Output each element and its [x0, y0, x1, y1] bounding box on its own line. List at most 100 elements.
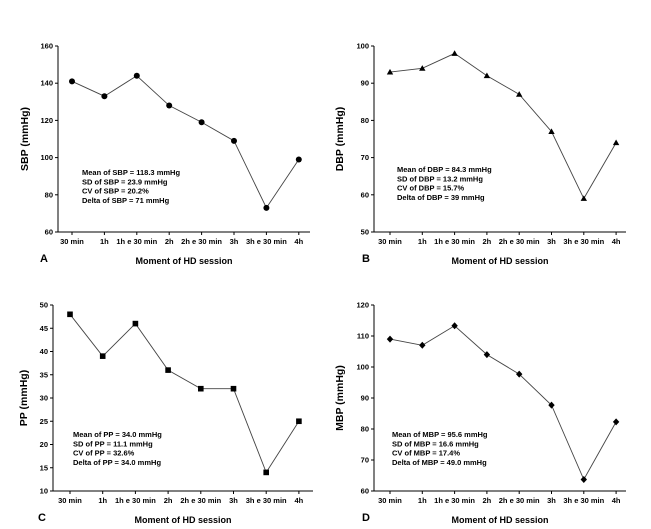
- data-point: [386, 335, 394, 343]
- y-axis-title: DBP (mmHg): [334, 107, 346, 172]
- stats-annotation: SD of PP = 11.1 mmHg: [73, 439, 153, 448]
- data-point: [548, 128, 555, 134]
- stats-annotation: SD of SBP = 23.9 mmHg: [82, 177, 168, 186]
- data-point: [580, 476, 587, 484]
- x-tick-label: 3h: [547, 496, 556, 505]
- data-point: [451, 50, 458, 56]
- x-tick-label: 30 min: [378, 237, 402, 246]
- data-point: [580, 195, 587, 201]
- x-tick-label: 1h e 30 min: [115, 496, 156, 505]
- data-point: [419, 65, 426, 71]
- stats-annotation: Mean of SBP = 118.3 mmHg: [82, 168, 180, 177]
- stats-annotation: Mean of PP = 34.0 mmHg: [73, 430, 162, 439]
- x-tick-label: 1h: [98, 496, 107, 505]
- chart-panel-a: 60 80 100 120 140 160 30 min 1h 1h e 30 min 2h 2h …: [19, 42, 310, 266]
- x-tick-label: 3h: [547, 237, 556, 246]
- x-tick-label: 2h e 30 min: [499, 496, 540, 505]
- y-tick-label: 140: [40, 79, 53, 88]
- x-tick-label: 1h: [418, 237, 427, 246]
- x-tick-label: 30 min: [378, 496, 402, 505]
- chart-panel-d: 60 70 80 90 100 110 120 30 min 1h 1h e 30 min 2h 2h…: [334, 301, 626, 525]
- x-tick-label: 3h e 30 min: [246, 496, 287, 505]
- y-tick-label: 50: [40, 301, 48, 310]
- x-tick-label: 30 min: [60, 237, 84, 246]
- x-axis-title: Moment of HD session: [134, 515, 231, 525]
- x-tick-label: 2h: [483, 496, 492, 505]
- data-point: [296, 418, 302, 425]
- stats-annotation: Delta of SBP = 71 mmHg: [82, 196, 170, 205]
- x-tick-label: 4h: [294, 237, 303, 246]
- x-tick-label: 1h e 30 min: [434, 237, 475, 246]
- data-point: [612, 139, 620, 146]
- x-tick-label: 2h e 30 min: [499, 237, 540, 246]
- stats-annotation: SD of MBP = 16.6 mmHg: [392, 439, 479, 448]
- data-point: [516, 370, 523, 378]
- data-point: [69, 78, 75, 85]
- data-point: [263, 469, 269, 476]
- y-tick-label: 90: [361, 394, 369, 403]
- stats-annotation: CV of DBP = 15.7%: [397, 184, 465, 193]
- series-line: [69, 314, 300, 474]
- y-tick-label: 110: [357, 332, 369, 341]
- x-tick-label: 1h: [100, 237, 109, 246]
- stats-annotation: Mean of MBP = 95.6 mmHg: [392, 430, 488, 439]
- stats-annotation: CV of PP = 32.6%: [73, 449, 135, 458]
- stats-annotation: Delta of DBP = 39 mmHg: [397, 193, 485, 202]
- y-tick-label: 120: [356, 301, 369, 310]
- x-tick-label: 2h e 30 min: [180, 496, 221, 505]
- stats-annotation: CV of SBP = 20.2%: [82, 187, 149, 196]
- series-line: [389, 52, 617, 200]
- y-tick-label: 90: [361, 79, 369, 88]
- y-tick-label: 20: [40, 440, 48, 449]
- y-tick-label: 100: [40, 153, 53, 162]
- data-point: [230, 385, 237, 392]
- y-tick-label: 30: [40, 394, 48, 403]
- x-tick-label: 4h: [612, 496, 621, 505]
- data-point: [133, 72, 140, 79]
- y-tick-label: 25: [40, 417, 48, 426]
- stats-annotation: Delta of PP = 34.0 mmHg: [73, 458, 161, 467]
- y-tick-label: 100: [356, 42, 369, 51]
- y-tick-label: 80: [361, 116, 369, 125]
- data-point: [451, 322, 458, 330]
- data-point: [548, 401, 555, 409]
- x-tick-label: 3h e 30 min: [246, 237, 287, 246]
- x-tick-label: 3h e 30 min: [563, 237, 604, 246]
- data-point: [198, 119, 205, 126]
- y-axis-title: SBP (mmHg): [19, 107, 31, 171]
- y-tick-label: 80: [361, 425, 369, 434]
- chart-panel-b: 50 60 70 80 90 100 30 min 1h 1h e 30 min 2h 2h e 3…: [334, 42, 626, 266]
- panel-label: D: [362, 512, 370, 524]
- y-tick-label: 60: [361, 190, 369, 199]
- stats-annotation: SD of DBP = 13.2 mmHg: [397, 174, 483, 183]
- data-point: [386, 68, 394, 75]
- stats-annotation: CV of MBP = 17.4%: [392, 449, 460, 458]
- x-tick-label: 2h e 30 min: [181, 237, 222, 246]
- data-point: [263, 204, 270, 211]
- x-axis-title: Moment of HD session: [451, 256, 548, 266]
- x-axis-title: Moment of HD session: [451, 515, 548, 525]
- y-tick-label: 60: [45, 228, 53, 237]
- x-tick-label: 1h: [418, 496, 427, 505]
- x-axis-title: Moment of HD session: [135, 256, 232, 266]
- data-point: [198, 385, 204, 392]
- x-tick-label: 3h: [229, 496, 238, 505]
- data-point: [516, 91, 523, 97]
- y-tick-label: 10: [40, 487, 48, 496]
- x-tick-label: 1h e 30 min: [434, 496, 475, 505]
- x-tick-label: 2h: [164, 496, 173, 505]
- data-point: [101, 93, 108, 100]
- y-tick-label: 35: [40, 370, 48, 379]
- stats-annotation: Mean of DBP = 84.3 mmHg: [397, 165, 492, 174]
- chart-panel-c: 10 15 20 25 30 35 40 45 50 30 min 1h 1h e 30 min 2h 2…: [18, 301, 313, 525]
- y-tick-label: 120: [40, 116, 53, 125]
- data-point: [67, 311, 73, 318]
- y-tick-label: 80: [45, 190, 53, 199]
- data-point: [612, 418, 620, 426]
- x-tick-label: 3h: [230, 237, 239, 246]
- y-tick-label: 15: [40, 463, 48, 472]
- y-tick-label: 100: [356, 363, 369, 372]
- x-tick-label: 2h: [483, 237, 492, 246]
- x-tick-label: 30 min: [58, 496, 82, 505]
